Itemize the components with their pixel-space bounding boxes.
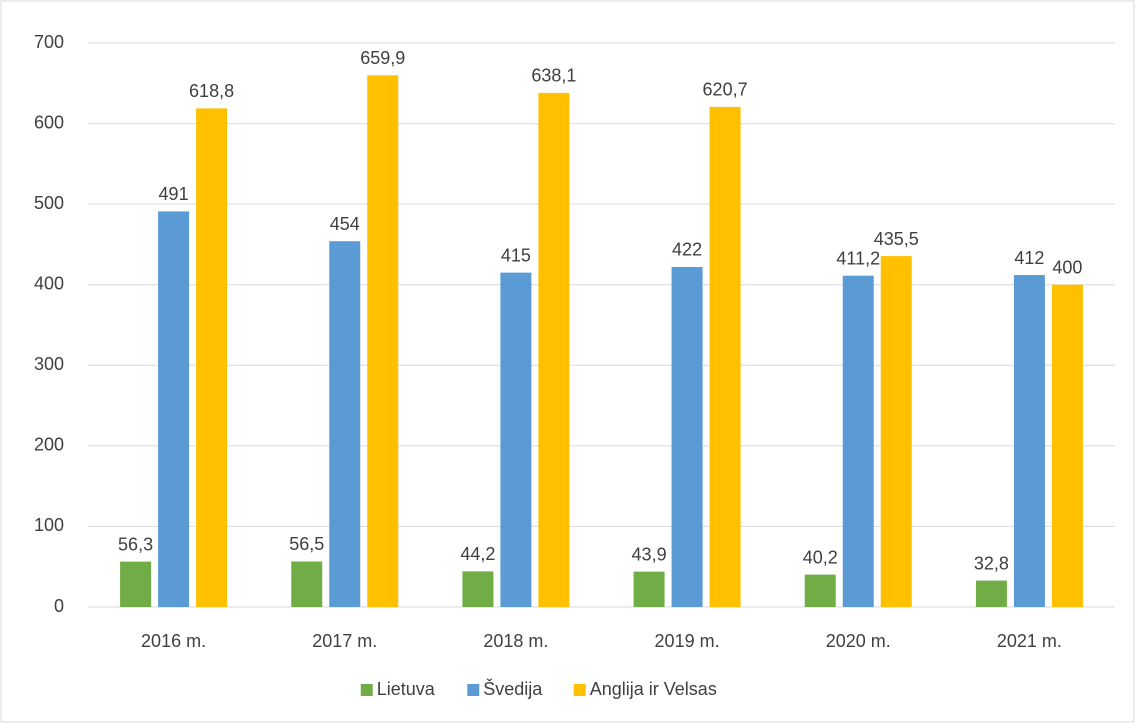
x-tick-label: 2021 m.	[997, 631, 1062, 651]
data-label: 638,1	[531, 66, 576, 86]
bar	[120, 561, 152, 607]
data-label: 412	[1014, 248, 1044, 268]
data-label: 618,8	[189, 81, 234, 101]
bar	[709, 106, 741, 608]
y-tick-label: 100	[34, 515, 64, 535]
data-label: 56,3	[118, 534, 153, 554]
data-label: 491	[159, 184, 189, 204]
data-label: 44,2	[460, 544, 495, 564]
bar	[671, 266, 703, 607]
y-tick-label: 400	[34, 273, 64, 293]
legend-swatch	[573, 684, 586, 696]
data-label: 411,2	[836, 248, 880, 268]
bar	[804, 574, 836, 607]
y-tick-label: 700	[34, 32, 64, 52]
y-tick-label: 200	[34, 435, 64, 455]
legend-label: Lietuva	[377, 679, 436, 699]
bar	[196, 108, 228, 607]
x-tick-label: 2016 m.	[141, 631, 206, 651]
data-label: 415	[501, 245, 531, 265]
x-tick-label: 2020 m.	[826, 631, 891, 651]
x-tick-label: 2018 m.	[483, 631, 548, 651]
bar	[329, 241, 361, 607]
bar	[538, 92, 570, 607]
data-label: 43,9	[632, 544, 667, 564]
bar	[880, 256, 912, 607]
y-tick-label: 500	[34, 193, 64, 213]
bar	[975, 580, 1007, 607]
data-label: 454	[330, 214, 360, 234]
bar	[462, 571, 494, 607]
legend-swatch	[467, 684, 480, 696]
x-tick-label: 2017 m.	[312, 631, 377, 651]
legend-label: Anglija ir Velsas	[590, 679, 717, 699]
data-label: 422	[672, 240, 702, 260]
bar	[1013, 275, 1045, 607]
bar	[367, 75, 399, 607]
x-tick-label: 2019 m.	[655, 631, 720, 651]
bar	[291, 561, 323, 607]
data-label: 659,9	[360, 48, 405, 68]
bar	[158, 211, 190, 607]
data-label: 435,5	[874, 229, 919, 249]
data-label: 620,7	[703, 80, 748, 100]
bar	[500, 272, 532, 607]
data-label: 56,5	[289, 534, 324, 554]
bar	[633, 571, 665, 607]
bar	[842, 275, 874, 607]
bar	[1051, 284, 1083, 607]
y-tick-label: 600	[34, 112, 64, 132]
y-tick-label: 0	[54, 596, 64, 616]
data-label: 32,8	[974, 553, 1009, 573]
data-label: 40,2	[803, 547, 838, 567]
y-tick-label: 300	[34, 354, 64, 374]
legend-swatch	[360, 684, 373, 696]
legend-label: Švedija	[483, 678, 543, 699]
data-label: 400	[1052, 257, 1082, 277]
